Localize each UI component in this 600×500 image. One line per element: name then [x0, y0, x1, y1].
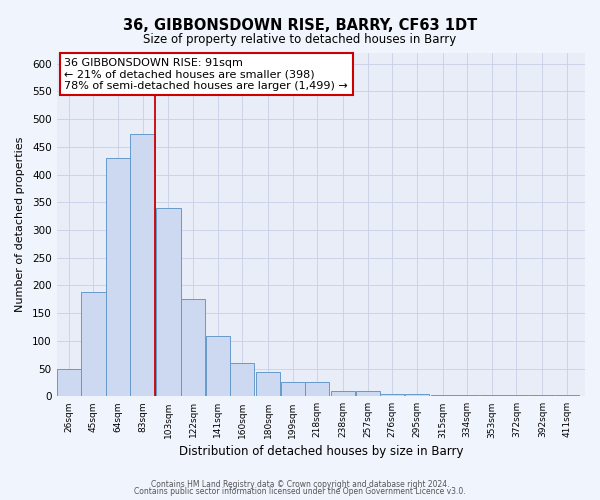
Text: 36, GIBBONSDOWN RISE, BARRY, CF63 1DT: 36, GIBBONSDOWN RISE, BARRY, CF63 1DT	[123, 18, 477, 32]
Bar	[356, 391, 380, 396]
Bar	[206, 336, 230, 396]
Bar	[157, 208, 181, 396]
Bar	[530, 394, 554, 396]
Bar	[405, 394, 429, 396]
Bar	[230, 363, 254, 396]
Bar	[82, 292, 106, 397]
Bar	[380, 394, 404, 396]
Bar	[57, 368, 81, 396]
Bar	[431, 394, 455, 396]
Bar	[505, 394, 529, 396]
X-axis label: Distribution of detached houses by size in Barry: Distribution of detached houses by size …	[179, 444, 463, 458]
Text: Size of property relative to detached houses in Barry: Size of property relative to detached ho…	[143, 32, 457, 46]
Bar	[480, 394, 504, 396]
Text: Contains public sector information licensed under the Open Government Licence v3: Contains public sector information licen…	[134, 488, 466, 496]
Text: Contains HM Land Registry data © Crown copyright and database right 2024.: Contains HM Land Registry data © Crown c…	[151, 480, 449, 489]
Text: 36 GIBBONSDOWN RISE: 91sqm
← 21% of detached houses are smaller (398)
78% of sem: 36 GIBBONSDOWN RISE: 91sqm ← 21% of deta…	[64, 58, 348, 91]
Bar	[305, 382, 329, 396]
Bar	[106, 158, 130, 396]
Bar	[555, 394, 579, 396]
Bar	[181, 300, 205, 396]
Y-axis label: Number of detached properties: Number of detached properties	[15, 136, 25, 312]
Bar	[256, 372, 280, 396]
Bar	[455, 394, 479, 396]
Bar	[331, 391, 355, 396]
Bar	[130, 134, 155, 396]
Bar	[281, 382, 305, 396]
